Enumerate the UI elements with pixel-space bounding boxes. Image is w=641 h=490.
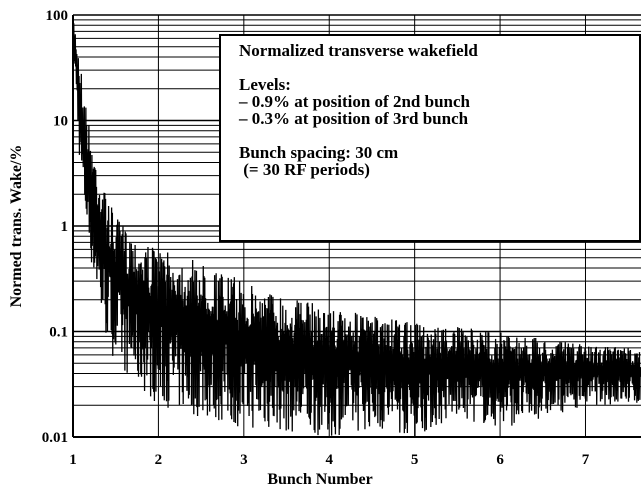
spacer bbox=[239, 59, 639, 76]
x-tick-label: 7 bbox=[582, 452, 590, 468]
annotation-title: Normalized transverse wakefield bbox=[239, 41, 478, 60]
y-axis-title: Normed trans. Wake/% bbox=[8, 145, 25, 308]
axes bbox=[72, 15, 641, 438]
x-tick-label: 3 bbox=[240, 452, 248, 468]
x-tick-label: 5 bbox=[411, 452, 419, 468]
level-3rd-bunch: – 0.3% at position of 3rd bunch bbox=[239, 109, 469, 128]
x-tick-label: 1 bbox=[69, 452, 77, 468]
tick-labels: 1 2 3 4 5 6 7 0.01 0.1 1 10 100 bbox=[42, 8, 590, 468]
x-tick-label: 6 bbox=[496, 452, 504, 468]
y-tick-label: 1 bbox=[61, 219, 69, 235]
y-tick-label: 100 bbox=[46, 8, 69, 24]
y-tick-label: 10 bbox=[53, 114, 68, 130]
y-tick-label: 0.1 bbox=[49, 325, 68, 341]
annotation-box: Normalized transverse wakefield Levels: … bbox=[219, 34, 641, 242]
wake-line bbox=[72, 14, 641, 436]
spacer bbox=[239, 127, 639, 144]
bunch-spacing: Bunch spacing: 30 cm bbox=[239, 143, 399, 162]
x-axis-title: Bunch Number bbox=[267, 471, 372, 488]
x-tick-label: 2 bbox=[155, 452, 163, 468]
x-tick-label: 4 bbox=[325, 452, 333, 468]
level-2nd-bunch: – 0.9% at position of 2nd bunch bbox=[239, 92, 470, 111]
y-tick-label: 0.01 bbox=[42, 430, 68, 446]
wake-series bbox=[72, 14, 641, 436]
bunch-spacing-note: (= 30 RF periods) bbox=[239, 160, 370, 179]
levels-heading: Levels: bbox=[239, 75, 291, 94]
